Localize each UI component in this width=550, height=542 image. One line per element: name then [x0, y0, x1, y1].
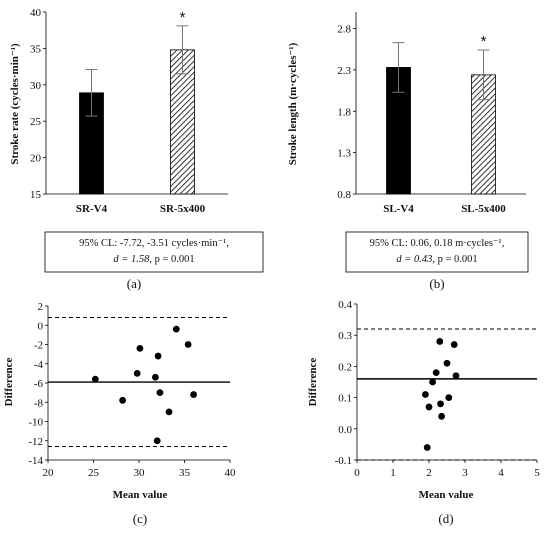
data-point	[452, 372, 460, 380]
category-label: SR-V4	[76, 203, 108, 215]
x-tick-label: 3	[462, 467, 468, 479]
y-tick-label: 1.8	[337, 106, 351, 118]
category-label: SL-5x400	[461, 203, 506, 215]
y-tick-label: 2	[38, 301, 44, 313]
x-tick-label: 25	[88, 467, 100, 479]
stats-ci-text: 95% CL: -7.72, -3.51 cycles·min⁻¹,	[79, 238, 229, 249]
y-tick-label: -8	[34, 397, 44, 409]
y-tick-label: 2.8	[337, 24, 351, 36]
panel-label: (d)	[438, 511, 453, 526]
stats-effect-text: d = 0.43, p = 0.001	[396, 254, 477, 265]
data-point	[443, 359, 451, 367]
x-tick-label: 1	[390, 467, 396, 479]
y-tick-label: -0.1	[335, 455, 352, 467]
data-point	[450, 341, 458, 348]
y-tick-label: 2.3	[337, 65, 351, 77]
axes: 15 20 25 30 35 40	[30, 7, 228, 201]
axes: 0.8 1.3 1.8 2.3 2.8	[337, 12, 526, 201]
data-point	[133, 369, 141, 377]
y-tick-label: 30	[30, 80, 42, 92]
category-label: SL-V4	[383, 203, 414, 215]
x-tick-label: 2	[426, 467, 432, 479]
y-tick-label: 25	[30, 116, 42, 128]
y-tick-label: -14	[28, 455, 43, 467]
y-tick-label: 0.4	[338, 299, 352, 311]
data-point	[91, 375, 99, 383]
data-point	[190, 391, 198, 398]
y-tick-label: 20	[30, 153, 42, 165]
data-point	[154, 352, 162, 360]
x-tick-label: 30	[134, 467, 146, 479]
y-tick-label: -12	[28, 436, 43, 448]
category-label: SR-5x400	[160, 203, 206, 215]
bland-altman-stroke-rate: Difference Mean value (c) 20-2-4-6-8-10-…	[3, 301, 236, 526]
y-axis-title: Stroke length (m·cycles⁻¹)	[287, 42, 299, 165]
x-tick-label: 40	[225, 467, 237, 479]
y-tick-label: -10	[28, 417, 43, 429]
data-point	[436, 338, 444, 345]
y-tick-label: -6	[34, 378, 44, 390]
significance-marker: *	[180, 9, 186, 26]
bar-chart-stroke-rate: Stroke rate (cycles·min⁻¹) 95% CL: -7.72…	[9, 7, 264, 291]
data-point	[445, 394, 453, 401]
data-point	[119, 396, 127, 404]
panel-label: (b)	[429, 276, 444, 291]
y-tick-label: 0.8	[337, 189, 351, 201]
y-axis-title: Difference	[3, 358, 15, 407]
y-tick-label: 0.0	[338, 424, 352, 436]
stats-effect-text: d = 1.58, p = 0.001	[113, 254, 194, 265]
y-tick-label: -2	[34, 340, 43, 352]
x-tick-label: 4	[498, 467, 504, 479]
y-tick-label: 35	[30, 43, 42, 55]
panel-label: (a)	[127, 276, 141, 291]
stats-box	[44, 231, 264, 273]
data-point	[438, 412, 445, 420]
data-point	[422, 391, 429, 398]
x-axis-title: Mean value	[419, 489, 474, 501]
stats-ci-text: 95% CL: 0.06, 0.18 m·cycles⁻¹,	[370, 238, 505, 249]
data-point	[151, 373, 159, 381]
data-point	[153, 437, 161, 445]
x-tick-label: 0	[354, 467, 360, 479]
data-point	[429, 378, 436, 386]
significance-marker: *	[481, 33, 487, 50]
data-point	[425, 403, 433, 411]
y-tick-label: 1.3	[337, 148, 351, 160]
data-point	[165, 408, 173, 416]
x-axis-title: Mean value	[113, 489, 168, 501]
data-point	[184, 341, 192, 348]
data-point	[437, 400, 444, 408]
y-axis-title: Stroke rate (cycles·min⁻¹)	[9, 43, 21, 165]
y-tick-label: 15	[30, 189, 42, 201]
y-tick-label: 40	[30, 7, 42, 19]
bland-altman-stroke-length: Difference Mean value (d) 0.40.30.20.10.…	[307, 299, 540, 526]
y-tick-label: 0	[38, 320, 44, 332]
y-tick-label: 0.3	[338, 330, 352, 342]
bar-sr-v4	[79, 92, 104, 195]
x-tick-label: 20	[43, 467, 55, 479]
data-point	[172, 325, 180, 333]
panel-label: (c)	[133, 511, 147, 526]
y-axis-title: Difference	[307, 358, 319, 407]
data-point	[156, 389, 164, 397]
y-tick-label: 0.2	[338, 361, 352, 373]
x-tick-label: 5	[534, 467, 540, 479]
y-tick-label: -4	[34, 359, 44, 371]
data-point	[423, 444, 431, 451]
bar-chart-stroke-length: Stroke length (m·cycles⁻¹) 95% CL: 0.06,…	[287, 12, 529, 291]
x-tick-label: 35	[179, 467, 191, 479]
y-tick-label: 0.1	[338, 393, 352, 405]
axes: 0.4 0.3 0.2 0.1 0.0 -0.10 1 2 3 4 5	[335, 299, 541, 479]
data-point	[432, 369, 440, 377]
data-point	[136, 344, 144, 352]
stats-box	[345, 231, 529, 273]
